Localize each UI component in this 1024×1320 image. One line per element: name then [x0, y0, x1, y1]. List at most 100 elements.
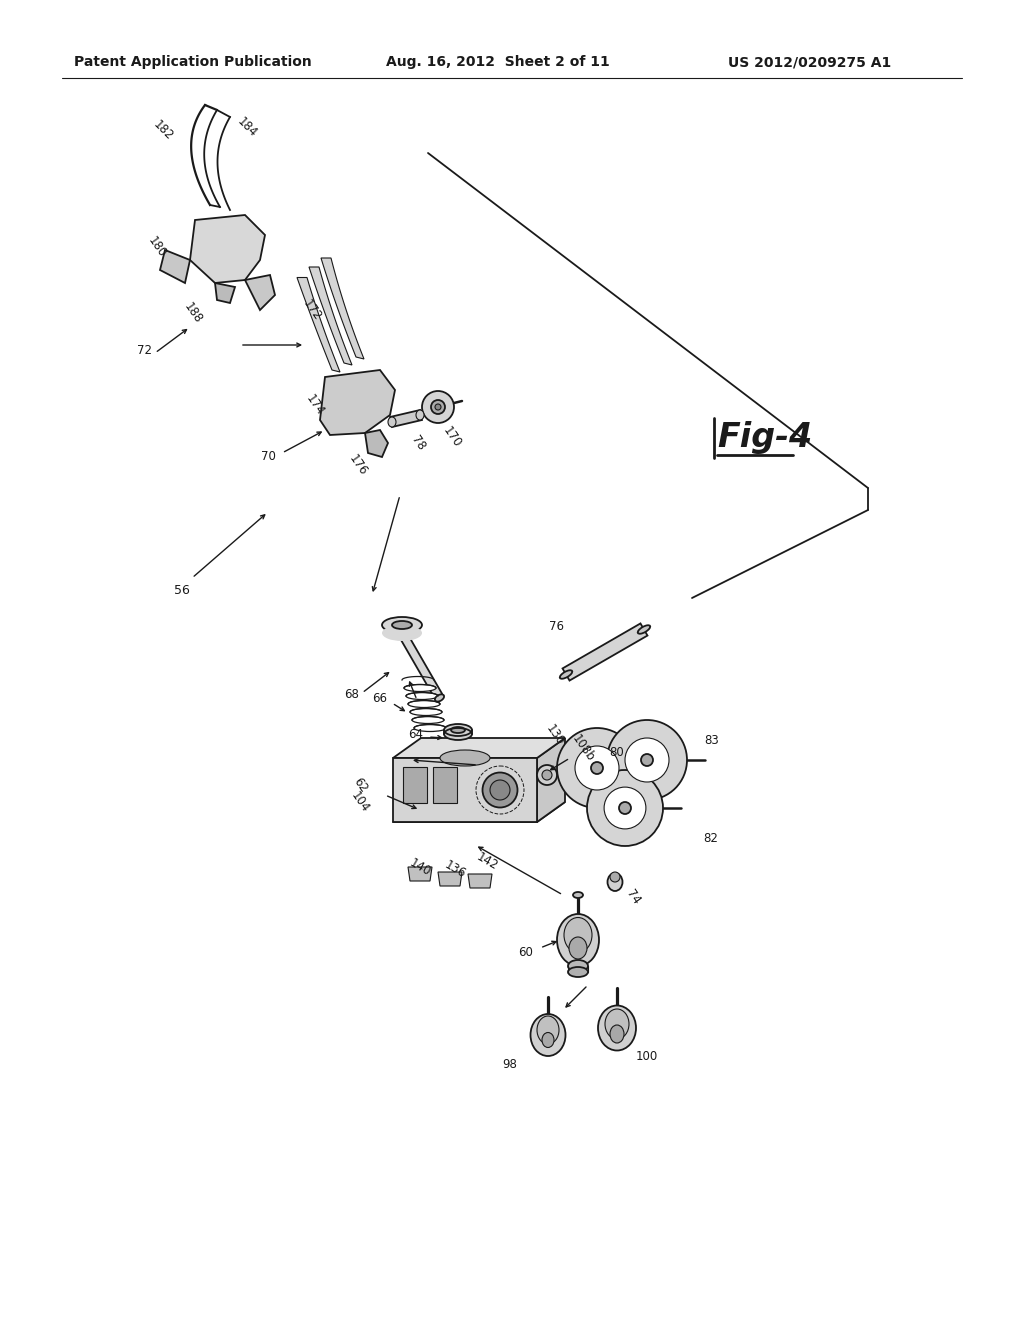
Ellipse shape [610, 873, 620, 882]
Polygon shape [297, 277, 340, 372]
Ellipse shape [610, 1026, 624, 1043]
Ellipse shape [568, 968, 588, 977]
Ellipse shape [575, 746, 618, 789]
Ellipse shape [440, 750, 490, 766]
Text: 62: 62 [350, 775, 370, 795]
Text: 98: 98 [503, 1059, 517, 1072]
Ellipse shape [607, 873, 623, 891]
Ellipse shape [557, 913, 599, 966]
Ellipse shape [568, 960, 588, 972]
Text: Aug. 16, 2012  Sheet 2 of 11: Aug. 16, 2012 Sheet 2 of 11 [386, 55, 610, 69]
Ellipse shape [587, 770, 663, 846]
Ellipse shape [537, 1016, 559, 1044]
Text: 184: 184 [234, 115, 259, 140]
Ellipse shape [490, 780, 510, 800]
Text: 72: 72 [137, 343, 153, 356]
Ellipse shape [564, 917, 592, 953]
Ellipse shape [412, 717, 444, 723]
Polygon shape [393, 758, 537, 822]
Text: 108b: 108b [569, 733, 597, 764]
Ellipse shape [408, 701, 440, 708]
Ellipse shape [431, 400, 445, 414]
Polygon shape [321, 257, 364, 359]
Text: 56: 56 [174, 583, 189, 597]
Polygon shape [433, 767, 457, 803]
Polygon shape [393, 738, 565, 758]
Text: Fig-4: Fig-4 [717, 421, 812, 454]
Ellipse shape [604, 787, 646, 829]
Text: 104: 104 [348, 789, 372, 814]
Ellipse shape [388, 417, 396, 426]
Ellipse shape [542, 770, 552, 780]
Ellipse shape [444, 729, 472, 741]
Ellipse shape [410, 709, 442, 715]
Polygon shape [408, 867, 432, 880]
Polygon shape [562, 623, 647, 681]
Ellipse shape [444, 723, 472, 737]
Ellipse shape [382, 616, 422, 634]
Ellipse shape [591, 762, 603, 774]
Text: 70: 70 [260, 450, 275, 463]
Ellipse shape [530, 1014, 565, 1056]
Polygon shape [215, 282, 234, 304]
Text: 64: 64 [409, 729, 424, 742]
Text: 170: 170 [440, 424, 464, 450]
Ellipse shape [573, 892, 583, 898]
Polygon shape [160, 249, 190, 282]
Text: 140: 140 [408, 857, 433, 879]
Ellipse shape [482, 772, 517, 808]
Text: 66: 66 [373, 692, 387, 705]
Text: 142: 142 [474, 851, 500, 874]
Ellipse shape [435, 694, 444, 701]
Ellipse shape [607, 719, 687, 800]
Polygon shape [365, 430, 388, 457]
Text: 136: 136 [442, 859, 468, 882]
Text: 130: 130 [544, 722, 566, 748]
Text: 182: 182 [151, 117, 175, 143]
Ellipse shape [406, 693, 438, 700]
Text: 74: 74 [624, 887, 643, 907]
Text: 188: 188 [181, 300, 205, 326]
Polygon shape [319, 370, 395, 436]
Ellipse shape [382, 624, 422, 642]
Ellipse shape [451, 727, 465, 733]
Polygon shape [393, 803, 565, 822]
Text: 172: 172 [300, 297, 324, 323]
Ellipse shape [568, 968, 588, 977]
Ellipse shape [625, 738, 669, 781]
Polygon shape [309, 267, 352, 366]
Text: 68: 68 [344, 689, 359, 701]
Ellipse shape [404, 685, 436, 692]
Polygon shape [399, 628, 442, 702]
Text: 82: 82 [703, 832, 719, 845]
Text: 174: 174 [303, 392, 327, 418]
Ellipse shape [560, 671, 572, 678]
Ellipse shape [537, 766, 557, 785]
Polygon shape [438, 873, 462, 886]
Text: 176: 176 [346, 451, 370, 478]
Polygon shape [390, 411, 422, 426]
Text: 60: 60 [518, 945, 534, 958]
Text: 78: 78 [409, 433, 428, 453]
Text: 76: 76 [550, 620, 564, 634]
Text: 180: 180 [145, 234, 169, 260]
Text: Patent Application Publication: Patent Application Publication [74, 55, 312, 69]
Text: 83: 83 [705, 734, 720, 747]
Polygon shape [537, 738, 565, 822]
Text: 100: 100 [636, 1049, 658, 1063]
Ellipse shape [435, 404, 441, 411]
Text: US 2012/0209275 A1: US 2012/0209275 A1 [728, 55, 892, 69]
Polygon shape [403, 767, 427, 803]
Ellipse shape [422, 391, 454, 422]
Polygon shape [190, 215, 265, 282]
Ellipse shape [641, 754, 653, 766]
Ellipse shape [414, 725, 446, 731]
Ellipse shape [569, 937, 587, 960]
Text: 80: 80 [609, 747, 625, 759]
Ellipse shape [557, 729, 637, 808]
Ellipse shape [638, 626, 650, 634]
Ellipse shape [618, 803, 631, 814]
Polygon shape [468, 874, 492, 888]
Ellipse shape [598, 1006, 636, 1051]
Ellipse shape [542, 1032, 554, 1048]
